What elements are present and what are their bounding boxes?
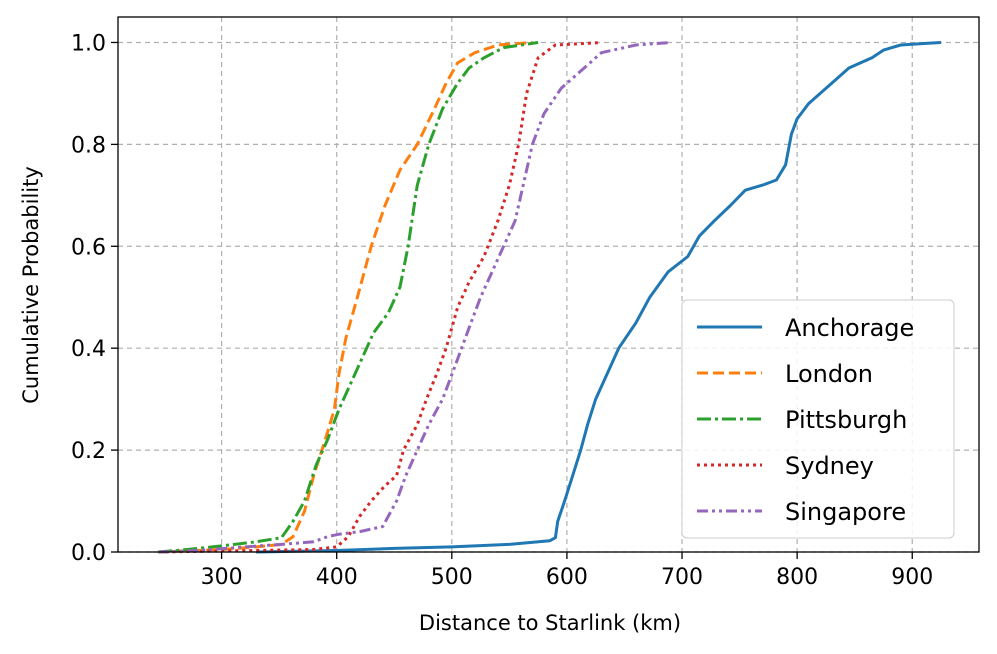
series-line-singapore xyxy=(158,41,671,554)
x-tick-label: 700 xyxy=(661,565,703,590)
legend-label-london: London xyxy=(785,360,873,388)
y-axis-ticks: 0.0 0.2 0.4 0.6 0.8 1.0 xyxy=(71,31,118,566)
y-tick-label: 0.4 xyxy=(71,337,106,362)
legend-label-pittsburgh: Pittsburgh xyxy=(785,406,907,434)
x-axis-ticks: 300 400 500 600 700 800 900 xyxy=(201,552,933,590)
legend-label-sydney: Sydney xyxy=(785,452,874,480)
legend-label-anchorage: Anchorage xyxy=(785,314,914,342)
plot-frame xyxy=(117,16,980,553)
legend: Anchorage London Pittsburgh Sydney Singapore xyxy=(681,299,955,539)
y-tick-label: 0.6 xyxy=(71,235,106,260)
y-axis-label: Cumulative Probability xyxy=(19,166,43,404)
x-tick-label: 900 xyxy=(891,565,933,590)
legend-box xyxy=(681,299,955,539)
x-tick-label: 400 xyxy=(316,565,358,590)
x-tick-label: 500 xyxy=(431,565,473,590)
series-line-anchorage xyxy=(256,41,942,554)
series-line-london xyxy=(158,41,533,554)
x-tick-label: 800 xyxy=(776,565,818,590)
series-line-pittsburgh xyxy=(158,41,539,554)
x-tick-label: 300 xyxy=(201,565,243,590)
y-tick-label: 0.0 xyxy=(71,541,106,566)
legend-label-singapore: Singapore xyxy=(785,498,906,526)
y-tick-label: 0.2 xyxy=(71,439,106,464)
x-tick-label: 600 xyxy=(546,565,588,590)
x-axis-label: Distance to Starlink (km) xyxy=(419,611,681,635)
y-tick-label: 0.8 xyxy=(71,133,106,158)
series-line-sydney xyxy=(158,41,602,554)
series-layer xyxy=(158,41,942,554)
y-tick-label: 1.0 xyxy=(71,31,106,56)
